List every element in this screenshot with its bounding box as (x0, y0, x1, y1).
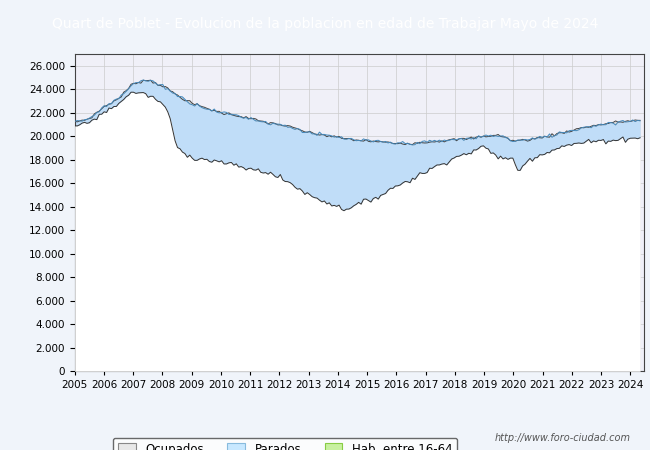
Text: http://www.foro-ciudad.com: http://www.foro-ciudad.com (495, 433, 630, 443)
Text: Quart de Poblet - Evolucion de la poblacion en edad de Trabajar Mayo de 2024: Quart de Poblet - Evolucion de la poblac… (52, 17, 598, 31)
Legend: Ocupados, Parados, Hab. entre 16-64: Ocupados, Parados, Hab. entre 16-64 (113, 438, 457, 450)
